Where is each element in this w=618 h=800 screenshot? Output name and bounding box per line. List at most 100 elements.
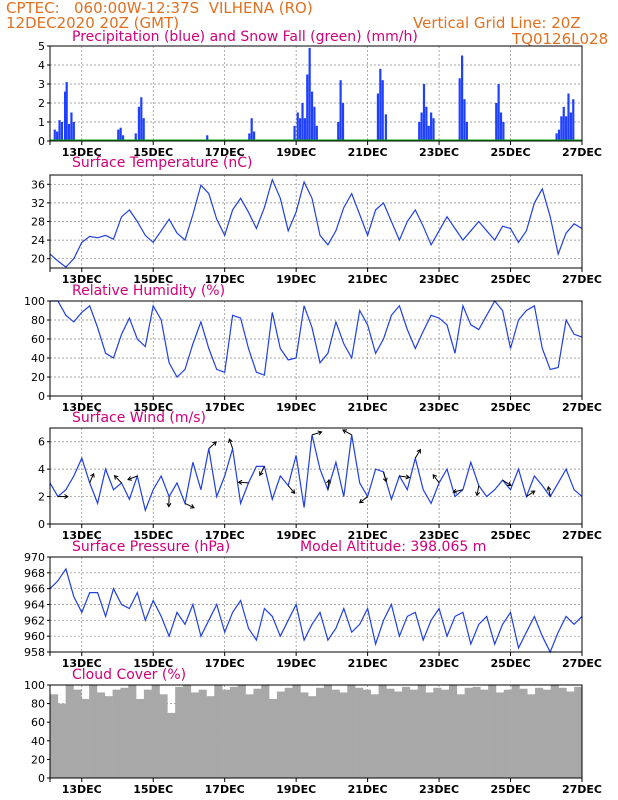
wind-arrow [453,489,464,493]
y-tick-label: 0 [38,772,45,785]
precip-bar [206,135,209,141]
wind-arrow [311,431,322,436]
x-tick-label: 27DEC [562,529,602,542]
y-tick-label: 4 [38,463,45,476]
x-tick-label: 17DEC [205,273,245,286]
wind-arrow-head [228,438,233,444]
precip-bar [296,112,299,141]
y-tick-label: 40 [31,735,45,748]
precip-bar [53,129,56,141]
precip-bar [293,125,296,141]
cloud-bar [159,694,168,778]
precip-bar [557,129,561,141]
cloud-bar [112,689,121,778]
cloud-bar [229,686,239,778]
x-tick-label: 21DEC [348,657,388,670]
panel-frame-cloud [49,684,583,779]
y-tick-label: 3 [38,78,45,91]
cloud-bar [527,694,536,778]
precip-bar [134,133,137,141]
cloud-bar [417,685,426,778]
x-tick-label: 25DEC [491,273,531,286]
y-tick-label: 970 [24,551,45,564]
precip-bar [422,84,426,141]
wind-arrow [526,490,535,497]
panel-title-wind: Surface Wind (m/s) [72,410,206,426]
cloud-bar [308,696,317,778]
x-tick-label: 21DEC [348,146,388,159]
precip-bar [337,122,340,141]
wind-arrow-head [259,471,264,477]
precip-bar [376,93,380,141]
cloud-bar [104,696,113,778]
wind-arrow [414,449,421,459]
y-tick-label: 2 [38,491,45,504]
wind-arrow-head [290,489,296,495]
x-tick-label: 19DEC [276,657,316,670]
cloud-bar [362,689,372,778]
wind-arrow-head [127,476,132,481]
x-tick-label: 19DEC [276,146,316,159]
precip-bar [119,127,122,141]
temp-series-line [49,177,583,268]
y-tick-label: 966 [24,583,45,596]
cloud-bar [237,685,246,778]
x-tick-label: 15DEC [133,273,173,286]
wind-arrow [228,438,234,449]
wind-arrow-head [358,498,364,504]
precip-bar [117,129,120,141]
cloud-bar [183,685,192,778]
x-tick-label: 17DEC [205,783,245,796]
wind-arrow-head [382,477,388,483]
x-tick-label: 27DEC [562,657,602,670]
x-tick-label: 25DEC [491,657,531,670]
wind-arrow-head [166,502,172,508]
x-tick-label: 25DEC [491,529,531,542]
x-tick-label: 23DEC [419,783,459,796]
cloud-bar [394,691,403,778]
precip-bar [313,106,316,141]
x-tick-label: 15DEC [133,146,173,159]
panel-annotation: Model Altitude: 398.065 m [300,539,486,555]
x-tick-label: 23DEC [419,146,459,159]
precip-bar [121,135,125,141]
x-tick-label: 21DEC [348,783,388,796]
precip-bar [303,118,306,141]
wind-arrow-head [432,474,438,479]
y-tick-label: 6 [38,436,45,449]
precip-bar [250,118,253,141]
wind-arrow [327,479,330,490]
y-tick-label: 4 [38,59,45,72]
wind-arrow-head [190,504,195,509]
cloud-bar [558,687,567,778]
y-tick-label: 20 [31,753,45,766]
init-time: 12DEC2020 20Z (GMT) [6,14,180,32]
cloud-bar [495,692,505,778]
precip-bar [58,120,61,141]
wind-arrow [547,486,551,497]
precip-bar [465,122,468,141]
precip-bar [384,114,387,141]
wind-arrow [432,474,440,484]
x-tick-label: 19DEC [276,783,316,796]
y-tick-label: 0 [38,518,45,531]
cloud-bar [253,688,262,778]
location-label: 060:00W-12:37S VILHENA (RO) [74,0,313,17]
x-tick-label: 17DEC [205,657,245,670]
y-tick-label: 80 [31,698,45,711]
x-tick-label: 13DEC [62,401,102,414]
wind-arrow [359,496,368,504]
precip-bar [560,116,563,141]
wind-arrow [127,475,138,481]
precip-bar [70,112,73,141]
precip-bar [430,112,433,141]
cloud-bar [331,689,340,778]
cloud-bar [472,686,481,778]
cloud-bar [175,686,184,778]
cloud-bar [511,685,520,778]
wind-arrow-head [326,478,332,484]
precip-bar [497,84,500,141]
x-tick-label: 15DEC [133,657,173,670]
y-tick-label: 60 [31,333,45,346]
